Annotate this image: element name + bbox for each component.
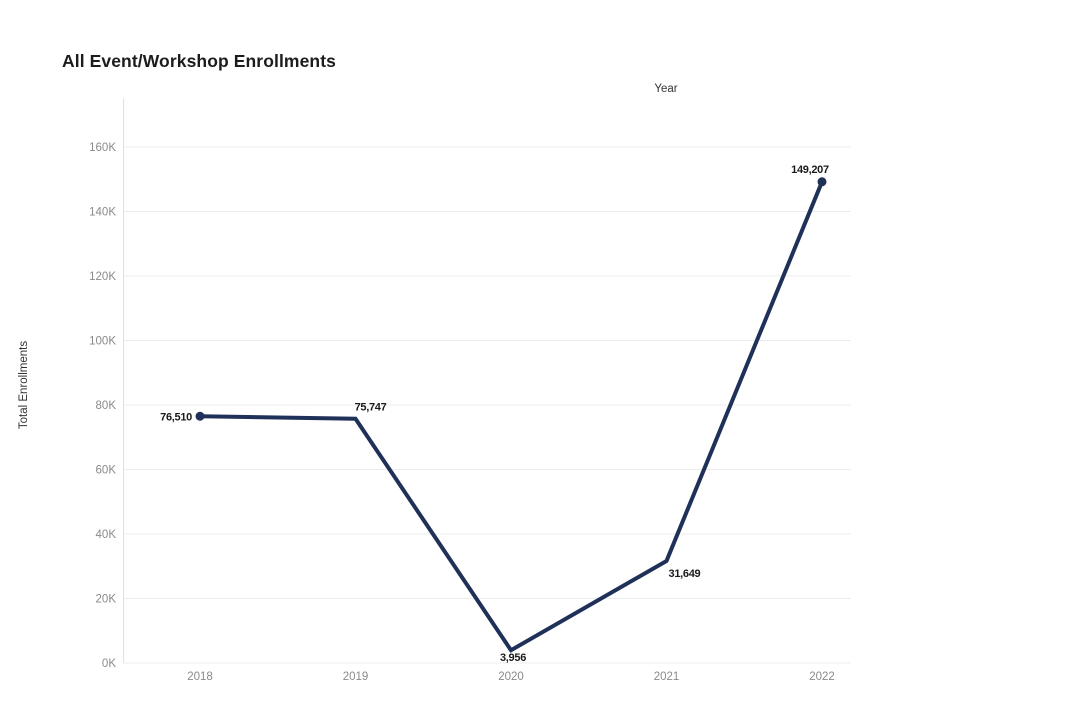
data-label-2020: 3,956: [500, 652, 526, 664]
y-tick-label: 100K: [89, 336, 116, 348]
x-tick-label-2020: 2020: [498, 671, 524, 683]
y-tick-label: 20K: [96, 594, 117, 606]
y-tick-label: 140K: [89, 207, 116, 219]
y-tick-label: 120K: [89, 271, 116, 283]
y-tick-label: 40K: [96, 529, 117, 541]
data-point-2022[interactable]: [817, 177, 827, 187]
y-tick-label: 60K: [96, 465, 117, 477]
y-tick-label: 0K: [102, 658, 116, 670]
data-label-2018: 76,510: [160, 411, 192, 423]
data-label-2019: 75,747: [355, 402, 387, 414]
y-tick-label: 160K: [89, 142, 116, 154]
data-label-2022: 149,207: [791, 164, 829, 176]
data-point-2018[interactable]: [195, 411, 205, 421]
x-axis-title-year: Year: [654, 83, 678, 95]
x-tick-label-2018: 2018: [187, 671, 213, 683]
x-tick-label-2022: 2022: [809, 671, 835, 683]
x-tick-label-2019: 2019: [343, 671, 369, 683]
enrollments-trend-line[interactable]: [198, 179, 824, 653]
x-tick-label-2021: 2021: [654, 671, 680, 683]
data-label-2021: 31,649: [669, 568, 701, 580]
chart-title: All Event/Workshop Enrollments: [62, 51, 336, 71]
y-tick-label: 80K: [96, 400, 117, 412]
